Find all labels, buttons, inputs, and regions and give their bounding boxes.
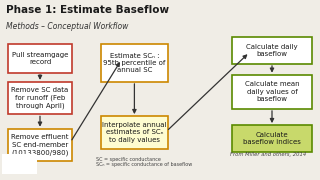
Text: Remove SC data
for runoff (Feb
through April): Remove SC data for runoff (Feb through A… [12,87,68,109]
FancyBboxPatch shape [8,82,72,114]
Text: USGS: USGS [14,158,38,167]
Text: SC = specific conductance
SCₙ = specific conductance of baseflow: SC = specific conductance SCₙ = specific… [96,157,192,167]
Text: Estimate SCₙ :
95th percentile of
annual SC: Estimate SCₙ : 95th percentile of annual… [103,53,165,73]
Text: Interpolate annual
estimates of SCₙ
to daily values: Interpolate annual estimates of SCₙ to d… [102,122,167,143]
FancyBboxPatch shape [8,129,72,161]
Text: Calculate
baseflow indices: Calculate baseflow indices [243,132,301,145]
Text: From Miller and others, 2014: From Miller and others, 2014 [230,152,307,157]
FancyBboxPatch shape [232,125,312,152]
FancyBboxPatch shape [8,44,72,73]
FancyBboxPatch shape [2,154,37,174]
FancyBboxPatch shape [232,75,312,109]
Text: Calculate daily
baseflow: Calculate daily baseflow [246,44,298,57]
Text: Pull streamgage
record: Pull streamgage record [12,52,68,65]
Text: ≡: ≡ [6,158,14,168]
Text: Methods – Conceptual Workflow: Methods – Conceptual Workflow [6,22,129,31]
Text: Phase 1: Estimate Baseflow: Phase 1: Estimate Baseflow [6,5,170,15]
Text: Calculate mean
daily values of
baseflow: Calculate mean daily values of baseflow [245,81,299,102]
FancyBboxPatch shape [232,37,312,64]
FancyBboxPatch shape [101,116,168,148]
Text: Remove effluent
SC end-member
(10133800/980): Remove effluent SC end-member (10133800/… [11,134,69,156]
FancyBboxPatch shape [101,44,168,82]
